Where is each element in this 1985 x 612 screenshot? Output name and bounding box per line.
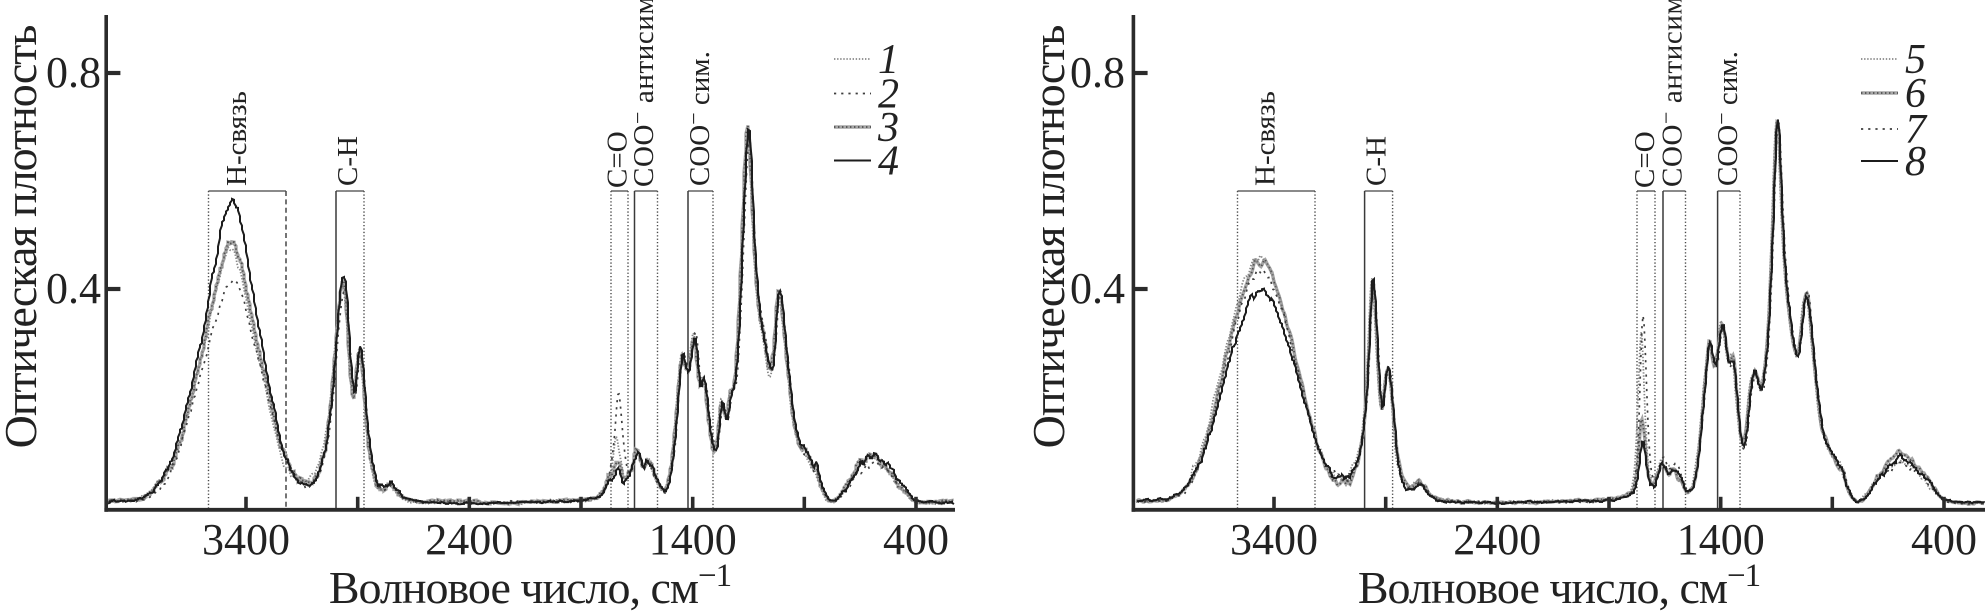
svg-text:С-Н: С-Н	[332, 136, 364, 186]
svg-text:4: 4	[878, 139, 899, 185]
svg-text:2400: 2400	[1453, 515, 1541, 564]
svg-text:СОО− антисим.: СОО− антисим.	[625, 0, 660, 187]
svg-text:1400: 1400	[649, 515, 737, 564]
svg-text:3400: 3400	[1230, 515, 1318, 564]
svg-text:400: 400	[1911, 515, 1977, 564]
svg-text:7: 7	[1905, 107, 1928, 153]
svg-text:Волновое число, см−1: Волновое число, см−1	[329, 558, 731, 612]
svg-text:Оптическая плотность: Оптическая плотность	[0, 26, 46, 449]
svg-text:Н-связь: Н-связь	[221, 91, 253, 186]
svg-text:0.8: 0.8	[46, 48, 101, 97]
svg-text:Оптическая плотность: Оптическая плотность	[1023, 26, 1074, 449]
svg-text:0.4: 0.4	[46, 264, 101, 313]
svg-text:СОО− сим.: СОО− сим.	[681, 51, 716, 186]
svg-text:1: 1	[878, 37, 899, 83]
svg-text:3: 3	[877, 105, 899, 151]
svg-text:8: 8	[1905, 139, 1926, 185]
svg-text:1400: 1400	[1677, 515, 1765, 564]
svg-text:5: 5	[1905, 37, 1926, 83]
svg-text:Н-связь: Н-связь	[1250, 91, 1282, 186]
svg-text:3400: 3400	[202, 515, 290, 564]
svg-text:6: 6	[1905, 71, 1926, 117]
svg-text:0.4: 0.4	[1070, 264, 1125, 313]
svg-text:СОО− сим.: СОО− сим.	[1709, 51, 1744, 186]
svg-text:С-Н: С-Н	[1361, 136, 1393, 186]
svg-text:С=О: С=О	[602, 131, 634, 188]
svg-text:С=О: С=О	[1629, 131, 1661, 188]
svg-text:0.8: 0.8	[1070, 48, 1125, 97]
svg-text:СОО− антисим.: СОО− антисим.	[1654, 0, 1689, 187]
svg-text:400: 400	[883, 515, 949, 564]
svg-text:2400: 2400	[425, 515, 513, 564]
svg-text:2: 2	[878, 72, 899, 118]
svg-text:Волновое число, см−1: Волновое число, см−1	[1358, 558, 1760, 612]
